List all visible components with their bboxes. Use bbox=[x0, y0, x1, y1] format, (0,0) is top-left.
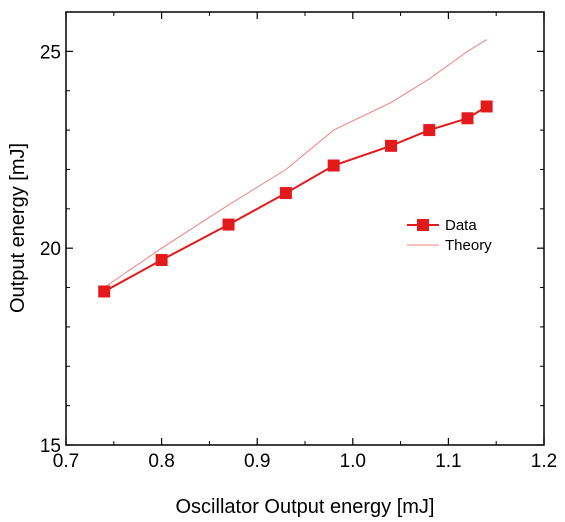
x-tick-label: 0.9 bbox=[244, 451, 270, 472]
data-point bbox=[385, 139, 398, 152]
data-point bbox=[98, 285, 111, 298]
series-theory-line bbox=[103, 39, 487, 288]
y-tick-label: 25 bbox=[40, 42, 61, 63]
x-tick-label: 0.7 bbox=[53, 451, 79, 472]
legend-label-theory: Theory bbox=[445, 237, 492, 254]
data-point bbox=[155, 253, 168, 266]
x-axis-label: Oscillator Output energy [mJ] bbox=[176, 496, 435, 518]
tick-labels: 0.7 0.8 0.9 1.0 1.1 1.2 15 20 25 bbox=[40, 42, 557, 472]
axis-ticks bbox=[65, 11, 545, 446]
data-point bbox=[327, 159, 340, 172]
data-point bbox=[423, 124, 436, 137]
legend: Data Theory bbox=[407, 217, 492, 254]
data-point bbox=[480, 100, 493, 113]
data-point bbox=[222, 218, 235, 231]
y-tick-label: 20 bbox=[40, 239, 61, 260]
x-tick-label: 1.0 bbox=[340, 451, 366, 472]
x-tick-label: 1.1 bbox=[435, 451, 461, 472]
x-tick-label: 1.2 bbox=[531, 451, 557, 472]
data-point bbox=[279, 187, 292, 200]
data-point bbox=[461, 112, 474, 125]
x-tick-label: 0.8 bbox=[148, 451, 174, 472]
y-axis-label: Output energy [mJ] bbox=[7, 143, 29, 313]
legend-data-marker bbox=[417, 219, 429, 231]
y-tick-label: 15 bbox=[40, 436, 61, 457]
series-layer bbox=[98, 39, 493, 298]
legend-label-data: Data bbox=[445, 217, 477, 234]
